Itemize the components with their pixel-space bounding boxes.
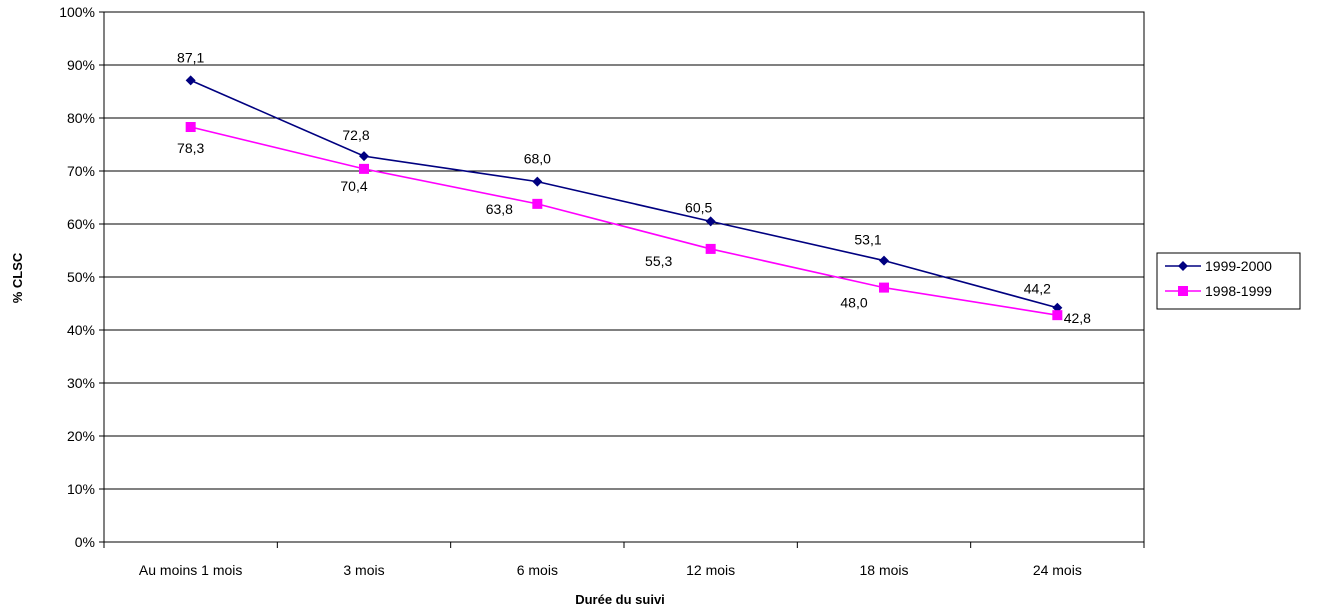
data-point-marker xyxy=(359,163,369,174)
data-point-marker xyxy=(532,198,543,209)
y-tick-label: 10% xyxy=(67,481,95,497)
data-point-marker xyxy=(359,151,369,162)
legend-marker xyxy=(1178,286,1188,296)
data-point-marker xyxy=(532,176,543,187)
data-point-marker xyxy=(705,216,716,227)
y-tick-label: 30% xyxy=(67,375,95,391)
y-tick-label: 100% xyxy=(59,4,95,20)
x-tick-label: 3 mois xyxy=(343,562,384,578)
x-axis-ticks: Au moins 1 mois 3 mois 6 mois 12 mois 18 moi… xyxy=(103,542,1145,578)
x-tick-label: 24 mois xyxy=(1033,562,1082,578)
data-point-marker xyxy=(1052,310,1063,321)
data-point-marker xyxy=(879,255,889,266)
data-label: 42,8 xyxy=(1064,310,1091,326)
data-point-marker xyxy=(185,122,196,133)
y-tick-label: 0% xyxy=(75,534,95,550)
data-label: 68,0 xyxy=(524,151,551,167)
y-axis-title: % CLSC xyxy=(10,252,25,303)
series-line-1998-1999 xyxy=(190,126,1058,316)
x-tick-label: 18 mois xyxy=(859,562,908,578)
data-label: 63,8 xyxy=(486,201,513,217)
x-axis-title: Durée du suivi xyxy=(575,592,665,607)
y-tick-label: 40% xyxy=(67,322,95,338)
legend-marker xyxy=(1178,261,1188,271)
y-tick-label: 20% xyxy=(67,428,95,444)
y-tick-label: 50% xyxy=(67,269,95,285)
y-tick-label: 70% xyxy=(67,163,95,179)
legend: 1999-2000 1998-1999 xyxy=(1156,252,1301,310)
legend-label: 1998-1999 xyxy=(1205,283,1272,299)
series-line-1999-2000 xyxy=(190,79,1058,309)
data-label: 48,0 xyxy=(840,295,867,311)
data-label: 53,1 xyxy=(854,232,881,248)
legend-label: 1999-2000 xyxy=(1205,258,1272,274)
data-point-marker xyxy=(879,282,889,293)
data-label: 60,5 xyxy=(685,199,712,215)
data-label: 44,2 xyxy=(1024,281,1051,297)
data-label: 72,8 xyxy=(342,127,369,143)
data-point-marker xyxy=(185,75,196,86)
axes xyxy=(103,11,1145,543)
y-tick-label: 60% xyxy=(67,216,95,232)
data-point-marker xyxy=(705,243,716,254)
gridlines xyxy=(104,11,1144,543)
x-tick-label: 12 mois xyxy=(686,562,735,578)
plot-area-border xyxy=(103,11,1145,543)
data-label: 87,1 xyxy=(177,49,204,65)
legend-box xyxy=(1156,252,1301,310)
data-labels: 87,1 72,8 68,0 60,5 53,1 44,2 78,3 70,4 63,8 55,3… xyxy=(177,49,1091,326)
data-label: 70,4 xyxy=(340,178,367,194)
y-tick-label: 80% xyxy=(67,110,95,126)
y-axis-ticks: 0% 10% 20% 30% 40% 50% 60% 70% 80% 90% 100% xyxy=(59,4,104,550)
y-tick-label: 90% xyxy=(67,57,95,73)
x-tick-label: Au moins 1 mois xyxy=(139,562,242,578)
data-label: 78,3 xyxy=(177,140,204,156)
series-layer xyxy=(185,75,1063,321)
x-tick-label: 6 mois xyxy=(517,562,558,578)
data-label: 55,3 xyxy=(645,253,672,269)
